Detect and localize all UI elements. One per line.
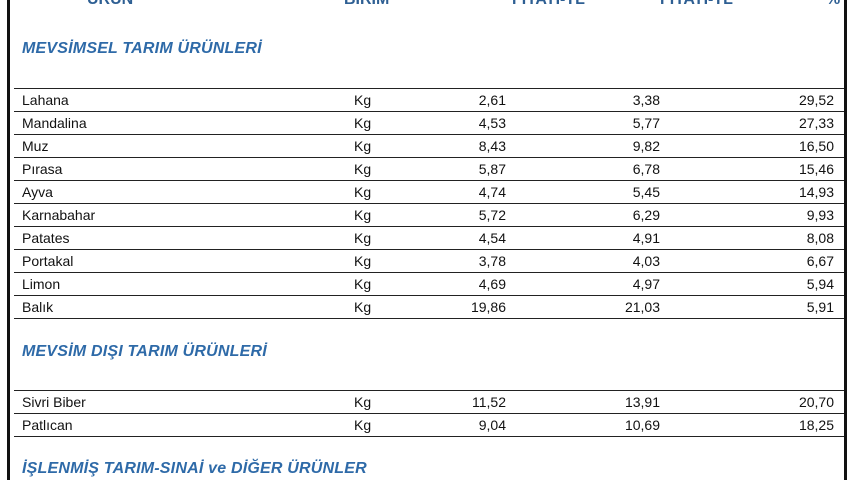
change-percent: 16,50 (798, 138, 834, 154)
unit: Kg (354, 115, 372, 131)
unit: Kg (354, 92, 372, 108)
change-percent: 18,25 (798, 417, 834, 433)
table-row: Pırasa Kg 5,87 6,78 15,46 (14, 157, 844, 180)
unit: Kg (354, 161, 372, 177)
section-title-seasonal: MEVSİMSEL TARIM ÜRÜNLERİ (22, 40, 262, 57)
new-price: 6,29 (632, 207, 660, 223)
unit: Kg (354, 394, 372, 410)
table-row: Limon Kg 4,69 4,97 5,94 (14, 272, 844, 295)
product-name: Sivri Biber (22, 394, 86, 410)
change-percent: 5,94 (806, 276, 834, 292)
old-price: 4,74 (478, 184, 506, 200)
product-name: Mandalina (22, 115, 87, 131)
unit: Kg (354, 184, 372, 200)
product-name: Patates (22, 230, 70, 246)
new-price: 6,78 (632, 161, 660, 177)
unit: Kg (354, 207, 372, 223)
new-price: 9,82 (632, 138, 660, 154)
change-percent: 9,93 (806, 207, 834, 223)
old-price: 2,61 (478, 92, 506, 108)
unit: Kg (354, 138, 372, 154)
unit: Kg (354, 230, 372, 246)
new-price: 5,77 (632, 115, 660, 131)
unit: Kg (354, 299, 372, 315)
product-name: Patlıcan (22, 417, 73, 433)
new-price: 10,69 (624, 417, 660, 433)
change-percent: 29,52 (798, 92, 834, 108)
header-unit: BİRİM (344, 0, 389, 9)
table-row: Portakal Kg 3,78 4,03 6,67 (14, 249, 844, 272)
new-price: 13,91 (624, 394, 660, 410)
old-price: 5,72 (478, 207, 506, 223)
table-row: Balık Kg 19,86 21,03 5,91 (14, 295, 844, 319)
old-price: 4,69 (478, 276, 506, 292)
table-row: Lahana Kg 2,61 3,38 29,52 (14, 88, 844, 111)
new-price: 21,03 (624, 299, 660, 315)
table-row: Ayva Kg 4,74 5,45 14,93 (14, 180, 844, 203)
change-percent: 15,46 (798, 161, 834, 177)
old-price: 8,43 (478, 138, 506, 154)
header-old-price: FİYATI-TL (512, 0, 585, 9)
table-row: Patates Kg 4,54 4,91 8,08 (14, 226, 844, 249)
product-name: Muz (22, 138, 49, 154)
table-row: Mandalina Kg 4,53 5,77 27,33 (14, 111, 844, 134)
new-price: 5,45 (632, 184, 660, 200)
old-price: 4,53 (478, 115, 506, 131)
change-percent: 8,08 (806, 230, 834, 246)
new-price: 4,91 (632, 230, 660, 246)
header-new-price: FİYATI-TL (660, 0, 733, 9)
old-price: 11,52 (472, 394, 506, 410)
old-price: 3,78 (478, 253, 506, 269)
table-row: Muz Kg 8,43 9,82 16,50 (14, 134, 844, 157)
new-price: 4,97 (632, 276, 660, 292)
product-name: Balık (22, 299, 54, 315)
new-price: 3,38 (632, 92, 660, 108)
old-price: 4,54 (478, 230, 506, 246)
product-name: Lahana (22, 92, 69, 108)
table-row: Karnabahar Kg 5,72 6,29 9,93 (14, 203, 844, 226)
table-frame (7, 0, 847, 480)
product-name: Ayva (22, 184, 53, 200)
product-name: Portakal (22, 253, 74, 269)
change-percent: 6,67 (806, 253, 834, 269)
header-percent: % (826, 0, 840, 9)
section-title-processed: İŞLENMİŞ TARIM-SINAİ ve DİĞER ÜRÜNLER (22, 460, 367, 477)
unit: Kg (354, 253, 372, 269)
old-price: 5,87 (478, 161, 506, 177)
old-price: 9,04 (478, 417, 506, 433)
change-percent: 20,70 (798, 394, 834, 410)
unit: Kg (354, 417, 372, 433)
change-percent: 27,33 (798, 115, 834, 131)
product-name: Limon (22, 276, 61, 292)
table-row: Sivri Biber Kg 11,52 13,91 20,70 (14, 390, 844, 413)
old-price: 19,86 (470, 299, 506, 315)
change-percent: 5,91 (806, 299, 834, 315)
product-name: Pırasa (22, 161, 63, 177)
product-name: Karnabahar (22, 207, 96, 223)
section-title-off-season: MEVSİM DIŞI TARIM ÜRÜNLERİ (22, 343, 267, 360)
new-price: 4,03 (632, 253, 660, 269)
header-product: ÜRÜN (87, 0, 133, 9)
unit: Kg (354, 276, 372, 292)
table-row: Patlıcan Kg 9,04 10,69 18,25 (14, 413, 844, 437)
change-percent: 14,93 (798, 184, 834, 200)
